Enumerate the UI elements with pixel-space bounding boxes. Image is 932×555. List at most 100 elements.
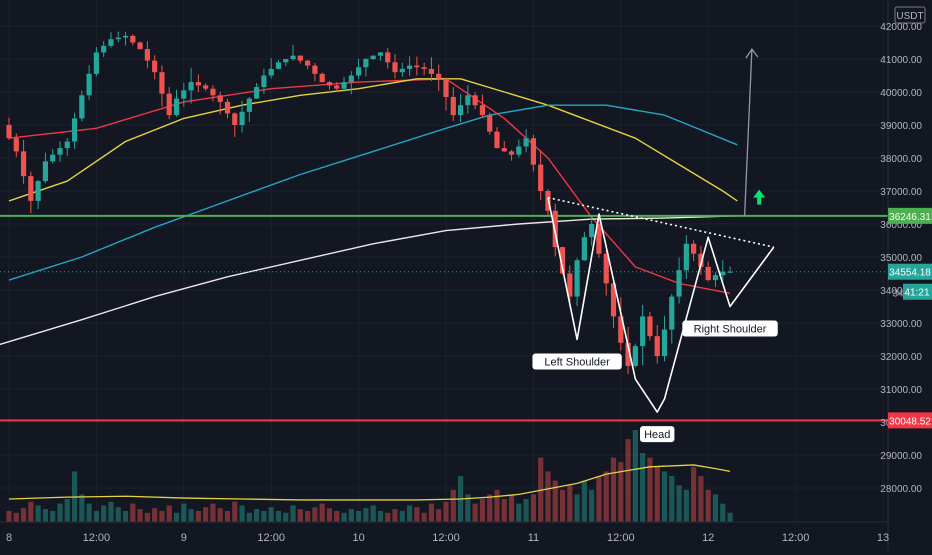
price-tick-label: 29000.00 <box>880 451 922 462</box>
volume-bar <box>195 510 201 522</box>
horizontal-levels <box>0 214 888 422</box>
volume-bar <box>669 476 675 522</box>
price-axis[interactable]: 28000.0029000.0030000.0031000.0032000.00… <box>880 0 932 550</box>
candle-body <box>661 329 668 356</box>
currency-label: USDT <box>896 11 923 22</box>
volume-bar <box>377 510 384 522</box>
time-tick-label: 12:00 <box>782 532 810 544</box>
candle-body <box>654 336 660 356</box>
candle-body <box>64 141 70 149</box>
volume-bar <box>508 494 515 522</box>
candle-body <box>465 95 471 106</box>
volume-bar <box>501 499 507 522</box>
volume-bar <box>691 466 697 522</box>
time-tick-label: 12:00 <box>607 532 635 544</box>
volume-bar <box>559 489 566 522</box>
volume-bar <box>618 462 624 522</box>
candle-body <box>20 151 27 177</box>
volume-bar <box>610 457 617 522</box>
volume-bar <box>640 453 646 522</box>
time-tick-label: 12:00 <box>432 532 460 544</box>
volume-bar <box>530 494 536 522</box>
volume-bar <box>712 494 719 522</box>
volume-bar <box>596 476 602 522</box>
volume-bar <box>188 509 194 522</box>
volume-bar <box>290 505 296 522</box>
volume-bar <box>79 494 85 522</box>
volume-bar <box>232 501 238 522</box>
volume-bar <box>661 471 668 522</box>
volume-bar <box>465 494 471 522</box>
price-tick-label: 28000.00 <box>880 484 922 495</box>
volume-bar <box>42 509 49 522</box>
volume-bar <box>356 510 362 522</box>
candle-body <box>414 65 420 68</box>
candle-body <box>640 316 646 347</box>
pattern-label-box <box>640 426 675 443</box>
volume-bar <box>421 512 427 522</box>
volume-bar <box>101 505 107 522</box>
volume-bar <box>305 510 311 522</box>
candle-body <box>50 154 56 162</box>
volume-bar <box>254 509 260 522</box>
price-tick-label: 36000.00 <box>880 220 922 231</box>
volume-bar <box>173 512 180 522</box>
candle-body <box>574 260 580 297</box>
candle-body <box>210 88 216 96</box>
moving-average-line <box>0 215 738 346</box>
price-level-tag <box>888 412 932 429</box>
candle-body <box>683 243 689 271</box>
candle-body <box>479 105 486 116</box>
candle-body <box>727 271 733 273</box>
target-arrow-head <box>745 47 759 59</box>
price-tick-label: 41000.00 <box>880 55 922 66</box>
candle-body <box>385 52 391 63</box>
candle-body <box>399 68 405 73</box>
candle-body <box>246 98 252 112</box>
candle-body <box>101 45 107 53</box>
candle-body <box>35 181 41 201</box>
candle-body <box>122 35 129 38</box>
candle-body <box>166 93 172 116</box>
volume-bar <box>115 507 121 522</box>
volume-bar <box>574 494 580 522</box>
volume-bar <box>632 430 638 522</box>
pattern-label-text: Head <box>644 429 670 441</box>
price-tick-label: 37000.00 <box>880 187 922 198</box>
candle-body <box>698 253 704 267</box>
candle-body <box>93 52 99 74</box>
volume-bar <box>654 466 660 522</box>
candle-body <box>436 73 442 79</box>
time-axis[interactable]: 8 12:00 9 12:00 10 12:00 11 12:00 12 12:00 13 <box>0 521 889 544</box>
volume-bar <box>341 512 347 522</box>
candle-body <box>559 247 566 274</box>
time-tick-label: 10 <box>352 532 364 544</box>
volume-bar <box>705 489 711 522</box>
volume-bar <box>552 480 558 522</box>
currency-box <box>894 6 926 24</box>
candle-body <box>261 75 267 88</box>
volume-bar <box>275 510 282 522</box>
pattern-zigzag-line <box>547 197 775 413</box>
volume-bar <box>166 505 172 522</box>
volume-bar <box>35 505 41 522</box>
candle-body <box>71 118 78 142</box>
volume-bar <box>647 457 653 522</box>
candle-body <box>392 62 398 73</box>
volume-bar <box>210 503 216 522</box>
volume-bar <box>581 480 587 522</box>
candle-body <box>712 275 719 281</box>
volume-bar <box>698 476 704 522</box>
volume-bar <box>64 499 70 522</box>
volume-bar <box>720 503 726 522</box>
candle-body <box>487 115 493 132</box>
candle-body <box>356 67 362 76</box>
volume-bar <box>326 508 333 522</box>
countdown-tag <box>903 283 932 300</box>
volume-bar <box>487 494 493 522</box>
price-level-tag-text: 30048.52 <box>889 416 931 427</box>
candle-body <box>370 55 376 59</box>
volume-bar <box>181 503 187 522</box>
volume-bar <box>239 505 245 522</box>
